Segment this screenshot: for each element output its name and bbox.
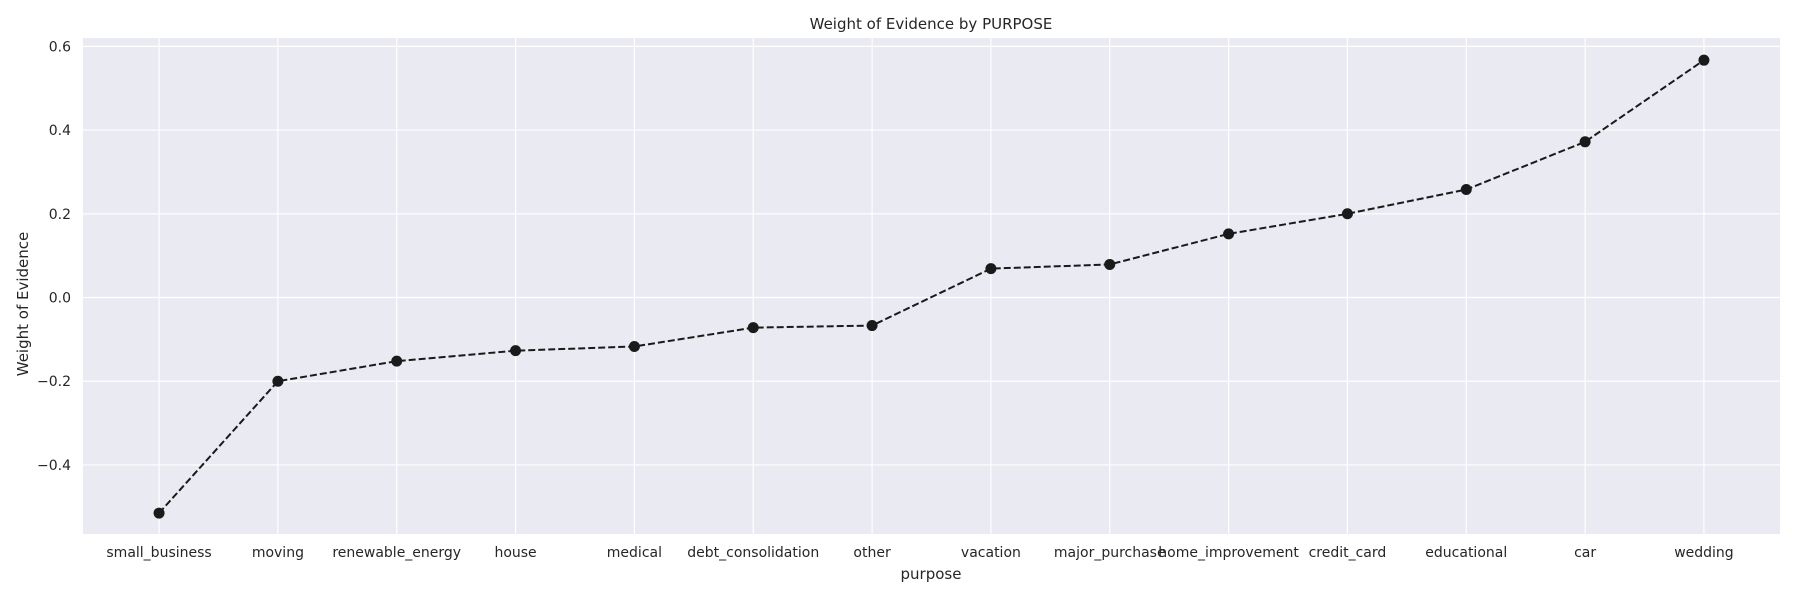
- y-tick-label: −0.4: [37, 458, 71, 474]
- x-tick-label: wedding: [1674, 545, 1734, 561]
- y-tick-label: 0.6: [49, 39, 71, 55]
- data-point: [1460, 184, 1472, 196]
- x-tick-label: home_improvement: [1158, 545, 1299, 561]
- y-tick-label: 0.2: [49, 207, 71, 223]
- chart-title: Weight of Evidence by PURPOSE: [810, 15, 1053, 33]
- plot-area: [83, 38, 1780, 534]
- x-tick-label: vacation: [961, 545, 1021, 561]
- x-tick-label: moving: [252, 545, 304, 561]
- x-axis-ticks: small_business moving renewable_energy hous…: [106, 545, 1733, 561]
- data-point: [272, 375, 284, 387]
- y-axis-ticks: −0.4 −0.2 0.0 0.2 0.4 0.6: [37, 39, 71, 474]
- y-tick-label: 0.4: [49, 123, 71, 139]
- grid-lines: [83, 38, 1780, 534]
- x-tick-label: major_purchase: [1054, 545, 1166, 561]
- data-point: [747, 322, 759, 334]
- x-tick-label: small_business: [106, 545, 211, 561]
- x-tick-label: other: [853, 545, 891, 561]
- data-point: [391, 355, 403, 367]
- series-layer: [153, 54, 1710, 519]
- series-line: [158, 59, 1705, 514]
- x-tick-label: debt_consolidation: [687, 545, 819, 561]
- data-point: [1579, 136, 1591, 148]
- data-point: [866, 320, 878, 332]
- x-tick-label: medical: [607, 545, 662, 561]
- y-tick-label: −0.2: [37, 374, 71, 390]
- x-tick-label: educational: [1425, 545, 1507, 561]
- y-tick-label: 0.0: [49, 291, 71, 307]
- data-point: [628, 340, 640, 352]
- data-point: [1341, 208, 1353, 220]
- data-point: [153, 507, 165, 519]
- y-axis-label: Weight of Evidence: [14, 232, 32, 377]
- x-tick-label: car: [1574, 545, 1596, 561]
- data-point: [985, 263, 997, 275]
- x-tick-label: credit_card: [1309, 545, 1387, 561]
- data-point: [1698, 54, 1710, 66]
- data-point: [1104, 258, 1116, 270]
- data-point: [510, 345, 522, 357]
- data-point: [1223, 228, 1235, 240]
- x-axis-label: purpose: [901, 565, 962, 583]
- x-tick-label: house: [494, 545, 536, 561]
- x-tick-label: renewable_energy: [332, 545, 461, 561]
